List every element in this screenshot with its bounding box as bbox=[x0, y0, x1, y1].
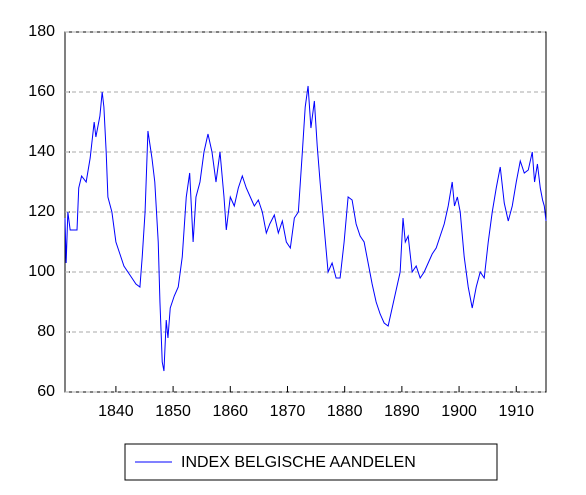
x-tick-label: 1900 bbox=[441, 403, 477, 420]
x-tick-label: 1870 bbox=[270, 403, 306, 420]
legend-box bbox=[124, 443, 498, 481]
y-tick-label: 180 bbox=[28, 23, 55, 40]
x-tick-label: 1910 bbox=[498, 403, 534, 420]
y-tick-label: 60 bbox=[37, 383, 55, 400]
x-tick-label: 1880 bbox=[327, 403, 363, 420]
y-tick-label: 80 bbox=[37, 323, 55, 340]
y-tick-label: 120 bbox=[28, 203, 55, 220]
x-tick-label: 1840 bbox=[98, 403, 134, 420]
series-line bbox=[64, 85, 547, 372]
x-tick-label: 1890 bbox=[384, 403, 420, 420]
y-tick-label: 140 bbox=[28, 143, 55, 160]
x-tick-label: 1860 bbox=[212, 403, 248, 420]
legend-label: INDEX BELGISCHE AANDELEN bbox=[181, 454, 416, 471]
y-tick-label: 100 bbox=[28, 263, 55, 280]
x-tick-label: 1850 bbox=[155, 403, 191, 420]
y-tick-label: 160 bbox=[28, 83, 55, 100]
